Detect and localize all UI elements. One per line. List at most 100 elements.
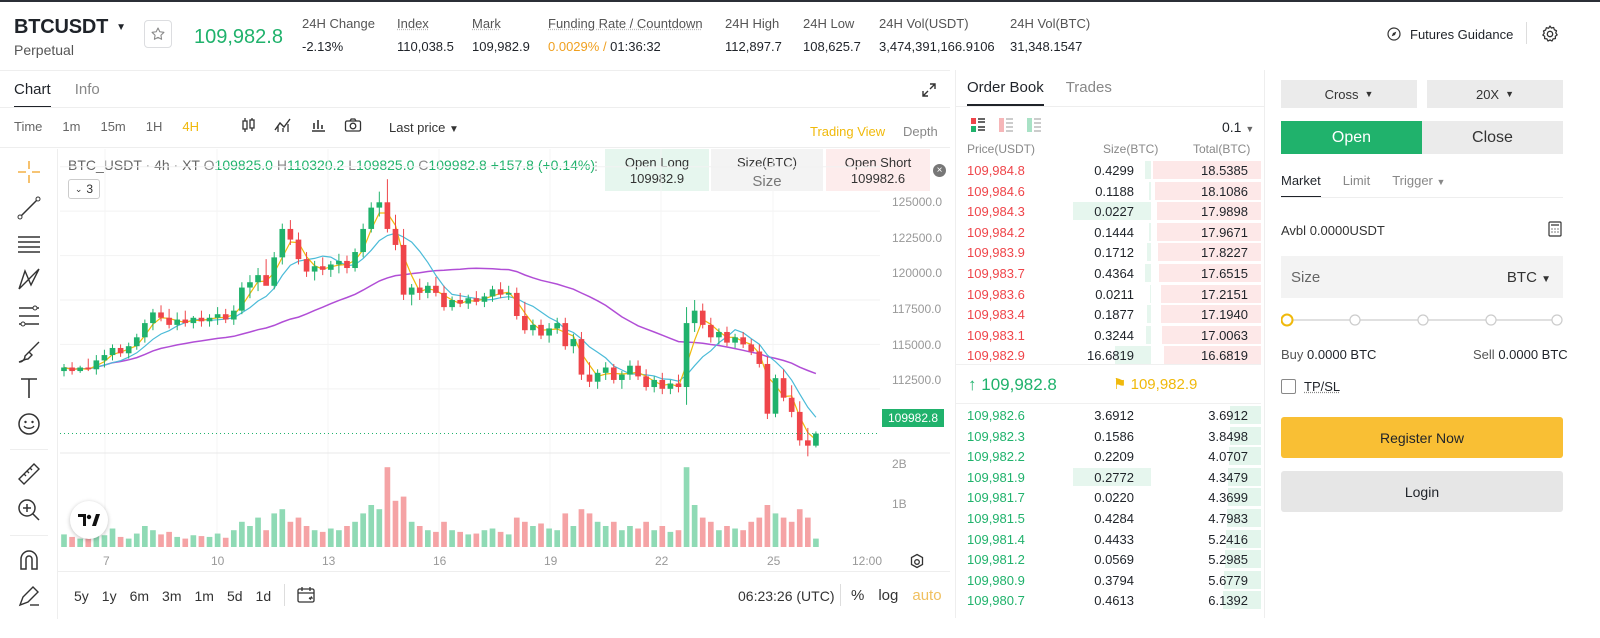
bid-row[interactable]: 109,981.2 0.0569 5.2985 bbox=[956, 549, 1261, 569]
indicators-icon[interactable] bbox=[274, 117, 292, 133]
chart-settings-icon[interactable] bbox=[908, 553, 926, 571]
tradingview-logo[interactable] bbox=[70, 501, 108, 539]
candle-body bbox=[602, 367, 609, 373]
size-input[interactable]: Size BTC ▼ bbox=[1281, 256, 1563, 298]
ask-row[interactable]: 109,984.8 0.4299 18.5385 bbox=[956, 160, 1261, 180]
bid-row[interactable]: 109,981.4 0.4433 5.2416 bbox=[956, 529, 1261, 549]
favorite-star-icon[interactable] bbox=[144, 20, 172, 48]
ask-row[interactable]: 109,983.6 0.0211 17.2151 bbox=[956, 284, 1261, 304]
range-1y[interactable]: 1y bbox=[101, 588, 117, 604]
ask-row[interactable]: 109,983.4 0.1877 17.1940 bbox=[956, 304, 1261, 324]
register-button[interactable]: Register Now bbox=[1281, 417, 1563, 458]
tf-1m[interactable]: 1m bbox=[62, 119, 81, 134]
stat-funding[interactable]: Funding Rate / Countdown 0.0029% / 01:36… bbox=[548, 16, 703, 54]
bid-row[interactable]: 109,980.7 0.4613 6.1392 bbox=[956, 590, 1261, 610]
tab-trigger[interactable]: Trigger ▼ bbox=[1392, 173, 1445, 198]
tab-market[interactable]: Market bbox=[1281, 173, 1321, 198]
ruler-icon[interactable] bbox=[16, 461, 42, 487]
ask-row[interactable]: 109,982.9 16.6819 16.6819 bbox=[956, 345, 1261, 365]
candle-body bbox=[546, 328, 552, 336]
text-icon[interactable] bbox=[16, 375, 42, 401]
quick-size-input[interactable]: Size(BTC) Size bbox=[711, 149, 823, 191]
bid-row[interactable]: 109,981.9 0.2772 4.3479 bbox=[956, 467, 1261, 487]
ask-row[interactable]: 109,983.1 0.3244 17.0063 bbox=[956, 325, 1261, 345]
range-6m[interactable]: 6m bbox=[129, 588, 150, 604]
camera-icon[interactable] bbox=[344, 117, 362, 133]
close-icon[interactable]: × bbox=[933, 164, 946, 177]
range-5y[interactable]: 5y bbox=[74, 588, 89, 604]
tab-limit[interactable]: Limit bbox=[1342, 173, 1371, 188]
login-button[interactable]: Login bbox=[1281, 471, 1563, 512]
range-1d[interactable]: 1d bbox=[255, 588, 272, 604]
quick-open-short-button[interactable]: Open Short 109982.6 bbox=[826, 149, 930, 191]
book-both-icon[interactable] bbox=[971, 118, 985, 132]
bid-row[interactable]: 109,982.6 3.6912 3.6912 bbox=[956, 405, 1261, 425]
lock-drawings-icon[interactable] bbox=[16, 583, 42, 609]
book-asks-icon[interactable] bbox=[999, 118, 1013, 132]
tab-trades[interactable]: Trades bbox=[1065, 79, 1112, 96]
tpsl-checkbox[interactable] bbox=[1281, 379, 1296, 394]
futures-guidance-link[interactable]: Futures Guidance bbox=[1386, 26, 1513, 42]
trend-line-icon[interactable] bbox=[16, 195, 42, 221]
price-type-select[interactable]: Last price ▼ bbox=[389, 120, 459, 135]
calculator-icon[interactable] bbox=[1548, 221, 1562, 237]
quick-open-long-button[interactable]: Open Long 109982.9 bbox=[605, 149, 709, 191]
log-scale-toggle[interactable]: log bbox=[878, 587, 899, 604]
size-slider[interactable] bbox=[1281, 313, 1563, 327]
percent-scale-toggle[interactable]: % bbox=[851, 587, 865, 604]
utc-clock[interactable]: 06:23:26 (UTC) bbox=[738, 588, 835, 604]
tab-info[interactable]: Info bbox=[74, 81, 100, 98]
range-3m[interactable]: 3m bbox=[162, 588, 182, 604]
mid-price[interactable]: ↑ 109,982.8 bbox=[968, 375, 1057, 395]
settings-gear-icon[interactable] bbox=[1540, 24, 1560, 47]
horizontal-lines-icon[interactable] bbox=[16, 231, 42, 257]
tf-15m[interactable]: 15m bbox=[100, 119, 126, 134]
magnet-icon[interactable] bbox=[16, 547, 42, 573]
ask-row[interactable]: 109,984.6 0.1188 18.1086 bbox=[956, 181, 1261, 201]
book-bids-icon[interactable] bbox=[1027, 118, 1041, 132]
calendar-icon[interactable] bbox=[296, 585, 316, 605]
range-1m[interactable]: 1m bbox=[194, 588, 214, 604]
candle-body bbox=[643, 376, 649, 388]
auto-scale-toggle[interactable]: auto bbox=[912, 587, 942, 604]
stat-mark[interactable]: Mark 109,982.9 bbox=[472, 16, 530, 54]
tab-trading-view[interactable]: Trading View bbox=[810, 124, 886, 139]
precision-select[interactable]: 0.1 ▼ bbox=[1222, 119, 1254, 135]
zoom-in-icon[interactable] bbox=[16, 497, 42, 523]
margin-mode-select[interactable]: Cross ▼ bbox=[1281, 80, 1417, 108]
open-tab-button[interactable]: Open bbox=[1281, 121, 1422, 154]
indicators-toggle[interactable]: ⌄ 3 bbox=[68, 179, 100, 199]
bid-row[interactable]: 109,981.7 0.0220 4.3699 bbox=[956, 487, 1261, 507]
symbol-selector[interactable]: BTCUSDT ▼ bbox=[14, 16, 126, 39]
bid-row[interactable]: 109,982.3 0.1586 3.8498 bbox=[956, 426, 1261, 446]
range-5d[interactable]: 5d bbox=[226, 588, 243, 604]
bid-row[interactable]: 109,980.9 0.3794 5.6779 bbox=[956, 570, 1261, 590]
fib-icon[interactable] bbox=[16, 303, 42, 329]
close-tab-button[interactable]: Close bbox=[1422, 121, 1563, 154]
pattern-icon[interactable] bbox=[16, 267, 42, 293]
ask-row[interactable]: 109,984.2 0.1444 17.9671 bbox=[956, 222, 1261, 242]
stat-value: 108,625.7 bbox=[803, 39, 861, 54]
tf-time[interactable]: Time bbox=[14, 119, 43, 134]
candle-body bbox=[594, 372, 601, 382]
ask-row[interactable]: 109,984.3 0.0227 17.9898 bbox=[956, 201, 1261, 221]
stat-index[interactable]: Index 110,038.5 bbox=[397, 16, 454, 54]
tpsl-toggle[interactable]: TP/SL bbox=[1281, 379, 1340, 394]
tf-4h[interactable]: 4H bbox=[182, 119, 200, 134]
tab-depth[interactable]: Depth bbox=[903, 124, 938, 139]
emoji-icon[interactable] bbox=[16, 411, 42, 437]
candle-type-icon[interactable] bbox=[240, 117, 256, 133]
price-chart[interactable] bbox=[0, 71, 950, 619]
bid-row[interactable]: 109,982.2 0.2209 4.0707 bbox=[956, 446, 1261, 466]
bid-row[interactable]: 109,981.5 0.4284 4.7983 bbox=[956, 508, 1261, 528]
tab-order-book[interactable]: Order Book bbox=[967, 79, 1044, 106]
expand-icon[interactable] bbox=[922, 83, 936, 100]
tf-1h[interactable]: 1H bbox=[145, 119, 163, 134]
brush-icon[interactable] bbox=[16, 339, 42, 365]
crosshair-icon[interactable] bbox=[16, 159, 42, 185]
leverage-select[interactable]: 20X ▼ bbox=[1427, 80, 1563, 108]
ask-row[interactable]: 109,983.7 0.4364 17.6515 bbox=[956, 263, 1261, 283]
ask-row[interactable]: 109,983.9 0.1712 17.8227 bbox=[956, 242, 1261, 262]
size-unit-select[interactable]: BTC ▼ bbox=[1507, 269, 1551, 286]
bar-chart-icon[interactable] bbox=[310, 117, 326, 133]
